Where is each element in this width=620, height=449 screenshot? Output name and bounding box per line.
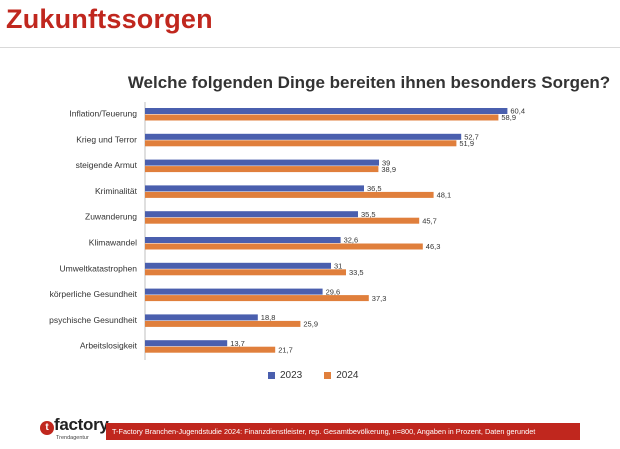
legend-label-2023: 2023 <box>280 370 303 381</box>
data-label-2023-umweltkatastrophen: 31 <box>334 262 342 271</box>
logo-mark: t <box>40 421 54 435</box>
bar-2023-steigende-armut <box>145 159 379 166</box>
data-label-2023-inflation-teuerung: 60,4 <box>510 107 525 116</box>
bar-chart: Inflation/Teuerung 60,458,9 Krieg und Terr… <box>49 102 525 360</box>
bar-2024-umweltkatastrophen <box>145 269 346 276</box>
data-label-2024-steigende-armut: 38,9 <box>381 165 396 174</box>
bar-2024-arbeitslosigkeit <box>145 346 276 353</box>
bar-2024-steigende-armut <box>145 166 379 173</box>
data-label-2024-klimawandel: 46,3 <box>426 242 441 251</box>
category-label-arbeitslosigkeit: Arbeitslosigkeit <box>80 341 138 351</box>
logo-name: factory <box>54 415 109 434</box>
title-divider <box>0 47 620 48</box>
bar-2024-kriminalität <box>145 191 434 198</box>
bar-2024-inflation-teuerung <box>145 114 499 121</box>
bar-2024-körperliche-gesundheit <box>145 295 369 302</box>
bar-2024-psychische-gesundheit <box>145 320 301 327</box>
category-label-psychische-gesundheit: psychische Gesundheit <box>49 315 138 325</box>
category-label-zuwanderung: Zuwanderung <box>85 212 137 222</box>
data-label-2023-steigende-armut: 39 <box>382 158 390 167</box>
source-note: T-Factory Branchen-Jugendstudie 2024: Fi… <box>106 423 580 440</box>
data-label-2023-krieg-und-terror: 52,7 <box>464 133 479 142</box>
bar-2023-krieg-und-terror <box>145 133 462 140</box>
bar-2023-klimawandel <box>145 237 341 243</box>
bar-2024-krieg-und-terror <box>145 140 457 147</box>
chart-title: Welche folgenden Dinge bereiten ihnen be… <box>0 73 620 93</box>
bar-2023-inflation-teuerung <box>145 108 508 114</box>
data-label-2023-klimawandel: 32,6 <box>344 236 359 245</box>
legend-swatch-2024 <box>324 372 332 379</box>
data-label-2024-psychische-gesundheit: 25,9 <box>303 320 318 329</box>
legend-item-2024: 2024 <box>324 370 359 381</box>
data-label-2023-psychische-gesundheit: 18,8 <box>261 313 276 322</box>
footer: t factory Trendagentur T-Factory Branche… <box>0 413 620 449</box>
data-label-2024-arbeitslosigkeit: 21,7 <box>278 345 293 354</box>
legend-item-2023: 2023 <box>268 370 302 381</box>
data-label-2024-inflation-teuerung: 58,9 <box>501 113 516 122</box>
data-label-2024-umweltkatastrophen: 33,5 <box>349 268 364 277</box>
bar-2023-zuwanderung <box>145 211 358 218</box>
data-label-2023-zuwanderung: 35,5 <box>361 210 376 219</box>
category-label-umweltkatastrophen: Umweltkatastrophen <box>60 263 138 273</box>
category-label-krieg-und-terror: Krieg und Terror <box>76 134 137 144</box>
legend: 2023 2024 <box>268 370 381 381</box>
data-label-2024-krieg-und-terror: 51,9 <box>459 139 474 148</box>
category-label-inflation-teuerung: Inflation/Teuerung <box>69 109 137 119</box>
bar-2023-kriminalität <box>145 185 364 192</box>
bar-2024-klimawandel <box>145 243 423 250</box>
data-label-2024-körperliche-gesundheit: 37,3 <box>372 294 387 303</box>
bar-2023-körperliche-gesundheit <box>145 288 323 295</box>
data-label-2023-körperliche-gesundheit: 29,6 <box>326 287 341 296</box>
legend-swatch-2023 <box>268 372 275 379</box>
data-label-2024-kriminalität: 48,1 <box>437 191 452 200</box>
bar-2023-umweltkatastrophen <box>145 262 331 269</box>
logo-tagline: Trendagentur <box>56 435 89 441</box>
chart-title-text: Welche folgenden Dinge bereiten ihnen be… <box>127 73 611 92</box>
category-label-klimawandel: Klimawandel <box>89 238 137 248</box>
legend-label-2024: 2024 <box>336 370 359 381</box>
category-label-kriminalität: Kriminalität <box>95 186 138 196</box>
category-label-steigende-armut: steigende Armut <box>76 160 138 170</box>
page-title: Zukunftssorgen <box>6 4 213 34</box>
bar-2023-arbeitslosigkeit <box>145 340 228 347</box>
data-label-2023-arbeitslosigkeit: 13,7 <box>230 339 245 348</box>
bar-2024-zuwanderung <box>145 217 420 224</box>
data-label-2024-zuwanderung: 45,7 <box>422 216 437 225</box>
data-label-2023-kriminalität: 36,5 <box>367 184 382 193</box>
category-label-körperliche-gesundheit: körperliche Gesundheit <box>50 289 138 299</box>
bar-2023-psychische-gesundheit <box>145 314 258 321</box>
